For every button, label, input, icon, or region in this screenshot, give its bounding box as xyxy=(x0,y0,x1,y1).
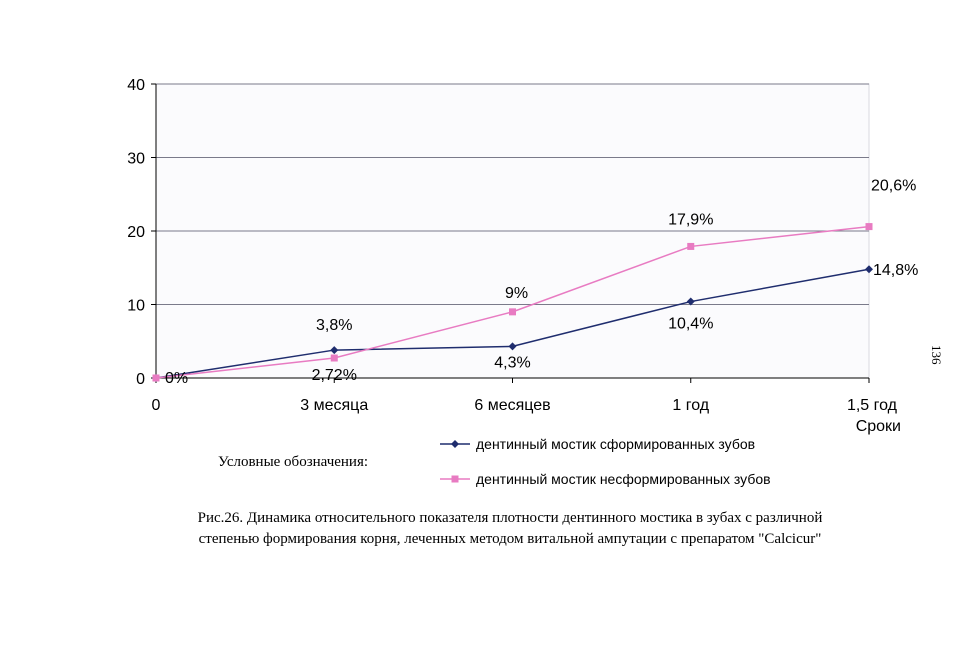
legend-label: дентинный мостик несформированных зубов xyxy=(476,471,771,487)
data-labels: 0% 3,8% 4,3% 10,4% 14,8% 2,72% 9% 17,9% 20,6% xyxy=(165,178,918,387)
y-tick-label: 10 xyxy=(127,298,145,315)
data-point xyxy=(152,374,160,382)
legend-marker xyxy=(451,440,459,448)
data-point xyxy=(330,354,338,362)
data-point xyxy=(865,223,873,231)
data-label: 10,4% xyxy=(668,316,713,333)
data-point xyxy=(686,297,695,306)
page-number: 136 xyxy=(929,345,944,365)
data-label: 4,3% xyxy=(494,354,530,371)
data-label: 14,8% xyxy=(873,262,918,279)
x-tick-label: 3 месяца xyxy=(300,397,368,414)
y-tick-label: 20 xyxy=(127,224,145,241)
x-tick-label: 1 год xyxy=(672,397,709,414)
data-label: 3,8% xyxy=(316,317,352,334)
legend-label: дентинный мостик сформированных зубов xyxy=(476,436,755,452)
x-tick-label: 1,5 год xyxy=(847,397,898,414)
data-label: 0% xyxy=(165,370,188,387)
grid xyxy=(155,83,870,379)
data-point xyxy=(509,308,516,316)
data-point xyxy=(508,342,517,351)
legend-caption: Условные обозначения: xyxy=(218,454,368,470)
x-tick-label: 0 xyxy=(152,397,161,414)
x-axis-title: Сроки xyxy=(856,418,901,435)
axes: 0 10 20 30 40 0 3 месяца 6 месяцев 1 год 1,5 год С… xyxy=(127,77,901,435)
data-label: 17,9% xyxy=(668,211,713,228)
figure-caption: Рис.26. Динамика относительного показате… xyxy=(197,510,823,547)
legend-marker xyxy=(451,475,459,483)
y-tick-label: 0 xyxy=(136,371,145,388)
data-point xyxy=(687,242,695,250)
x-tick-label: 6 месяцев xyxy=(474,397,550,414)
data-label: 2,72% xyxy=(312,367,357,384)
data-point xyxy=(865,265,873,274)
legend: Условные обозначения: дентинный мостик с… xyxy=(218,436,771,487)
y-tick-label: 30 xyxy=(127,151,145,168)
data-point xyxy=(330,346,339,355)
y-tick-label: 40 xyxy=(127,77,145,94)
data-label: 9% xyxy=(505,285,528,302)
series-lines xyxy=(152,223,873,382)
data-label: 20,6% xyxy=(871,178,916,195)
